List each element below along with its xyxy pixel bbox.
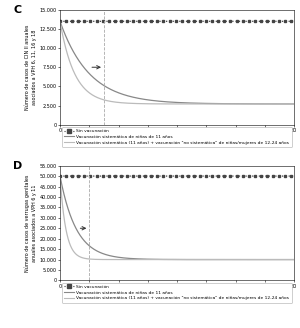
- Text: D: D: [13, 161, 22, 171]
- Text: C: C: [13, 5, 21, 15]
- X-axis label: Años posteriores a la introducción de la vacuna tetravalente frente al VPH: Años posteriores a la introducción de la…: [86, 291, 268, 297]
- Legend: Sin vacunación, Vacunación sistemática de niñas de 11 años, Vacunación sistemáti: Sin vacunación, Vacunación sistemática d…: [62, 283, 292, 302]
- X-axis label: Años posteriores a la introducción de la vacuna tetravalente frente al VPH: Años posteriores a la introducción de la…: [86, 135, 268, 141]
- Y-axis label: Número de casos de verrugas genitales
anuales asociados a VPH 6 y 11: Número de casos de verrugas genitales an…: [25, 174, 37, 272]
- Legend: Sin vacunación, Vacunación sistemática de niñas de 11 años, Vacunación sistemáti: Sin vacunación, Vacunación sistemática d…: [62, 127, 292, 147]
- Y-axis label: Número de casos de CIN II anuales
asociados a VPH 6, 11, 16 y 18: Número de casos de CIN II anuales asocia…: [26, 25, 37, 110]
